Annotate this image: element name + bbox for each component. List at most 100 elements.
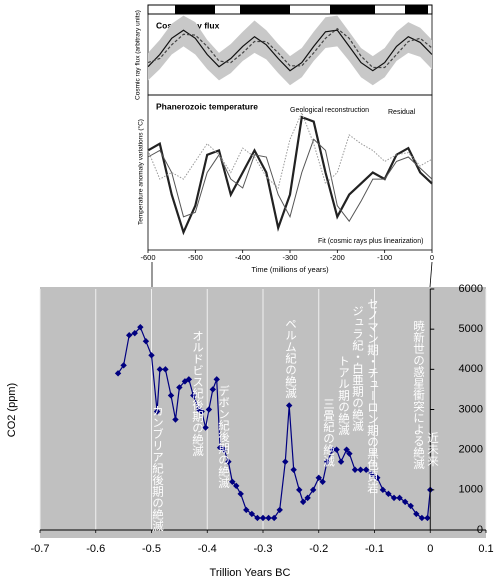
x-tick-label: -0.7 [31, 543, 50, 555]
data-marker [220, 446, 228, 453]
data-marker [148, 352, 155, 359]
data-marker [374, 474, 381, 481]
data-marker [343, 446, 350, 453]
data-marker [407, 502, 414, 510]
x-tick-label: 0 [427, 543, 433, 555]
y-tick-label: 3000 [459, 403, 483, 415]
data-marker [162, 366, 169, 373]
ice-age-block [405, 5, 428, 14]
y-axis-title: Cosmic ray flux (arbitrary units) [135, 10, 142, 100]
data-marker [315, 474, 322, 481]
x-tick-label: -0.2 [309, 543, 328, 555]
x-tick-label: -200 [330, 253, 345, 262]
data-marker [225, 458, 232, 465]
data-marker [153, 408, 161, 415]
x-tick-label: -600 [140, 253, 155, 262]
data-marker [299, 498, 307, 506]
data-marker [309, 486, 317, 494]
data-marker [126, 331, 133, 339]
panel-title: Phanerozoic temperature [156, 101, 258, 111]
data-marker [265, 514, 272, 522]
series-label: Fit (cosmic rays plus linearization) [318, 238, 423, 245]
data-marker [205, 406, 213, 413]
data-marker [120, 362, 127, 369]
data-marker [357, 466, 364, 473]
series-line [147, 111, 433, 189]
annotation: オルドビス紀後期の絶滅 [191, 330, 204, 457]
data-marker [282, 458, 289, 465]
data-marker [362, 466, 370, 473]
data-marker [286, 402, 293, 409]
y-axis-title: Temperature anomaly variations (°C) [137, 119, 145, 225]
data-marker [413, 510, 420, 518]
data-marker [333, 446, 340, 453]
series-line [147, 138, 433, 223]
annotation: デボン紀後期の絶滅 [217, 384, 230, 489]
x-tick-label: -0.3 [254, 543, 273, 555]
y-tick-label: 6000 [459, 283, 483, 295]
data-marker [209, 386, 217, 393]
data-marker [243, 506, 250, 514]
x-tick-label: 0.1 [478, 543, 493, 555]
series-label: Geological reconstruction [290, 107, 369, 114]
y-tick-label: 4000 [459, 363, 483, 375]
data-marker [276, 506, 283, 514]
data-marker [304, 494, 311, 502]
data-marker [172, 416, 179, 423]
data-marker [190, 392, 197, 399]
annotation: ジュラ紀・白亜期の絶滅 [351, 305, 364, 432]
annotation: セノマン期・チューロン期の黒色頁岩 [366, 298, 379, 494]
annotation: 近未来 [426, 432, 439, 467]
data-marker [229, 478, 236, 485]
x-axis-title: Trillion Years BC [210, 567, 291, 579]
annotation: カンブリア紀後期の絶滅 [151, 405, 164, 532]
x-axis-title: Time (millions of years) [251, 265, 329, 274]
x-tick-label: -400 [235, 253, 250, 262]
data-marker [202, 424, 209, 431]
data-marker [390, 494, 398, 502]
ice-age-block [175, 5, 215, 14]
data-marker [237, 490, 244, 498]
data-marker [213, 376, 220, 383]
x-tick-label: 0 [430, 253, 434, 262]
data-marker [167, 392, 175, 399]
x-tick-label: -300 [282, 253, 297, 262]
x-tick-label: -500 [188, 253, 203, 262]
data-marker [233, 482, 240, 490]
series-line [147, 29, 433, 72]
data-marker [198, 408, 205, 415]
y-tick-label: 5000 [459, 323, 483, 335]
data-marker [418, 514, 426, 522]
x-tick-label: -0.4 [198, 543, 217, 555]
series-line [147, 27, 433, 69]
data-marker [401, 498, 409, 506]
data-marker [137, 323, 144, 331]
data-marker [424, 514, 431, 522]
ice-age-block [240, 5, 290, 14]
data-marker [379, 486, 387, 494]
y-tick-label: 1000 [459, 484, 483, 496]
annotation: トアル期の絶滅 [337, 355, 350, 436]
data-marker [323, 458, 331, 465]
data-marker [329, 446, 336, 453]
data-marker [346, 450, 353, 457]
connector [429, 261, 433, 288]
data-marker [131, 329, 138, 337]
x-tick-label: -0.5 [142, 543, 161, 555]
series-label: Residual [388, 109, 416, 116]
y-axis-title: CO2 (ppm) [6, 383, 18, 437]
data-marker [319, 478, 326, 485]
data-marker [156, 366, 164, 373]
x-tick-label: -0.6 [86, 543, 105, 555]
data-marker [385, 490, 392, 498]
data-marker [185, 376, 193, 383]
uncertainty-band [148, 15, 432, 86]
ice-age-block [330, 5, 375, 14]
data-marker [270, 514, 278, 522]
data-marker [368, 470, 375, 477]
data-marker [351, 466, 359, 473]
data-marker [337, 458, 345, 465]
y-tick-label: 2000 [459, 444, 483, 456]
annotation: ペルム紀の絶滅 [284, 318, 297, 399]
